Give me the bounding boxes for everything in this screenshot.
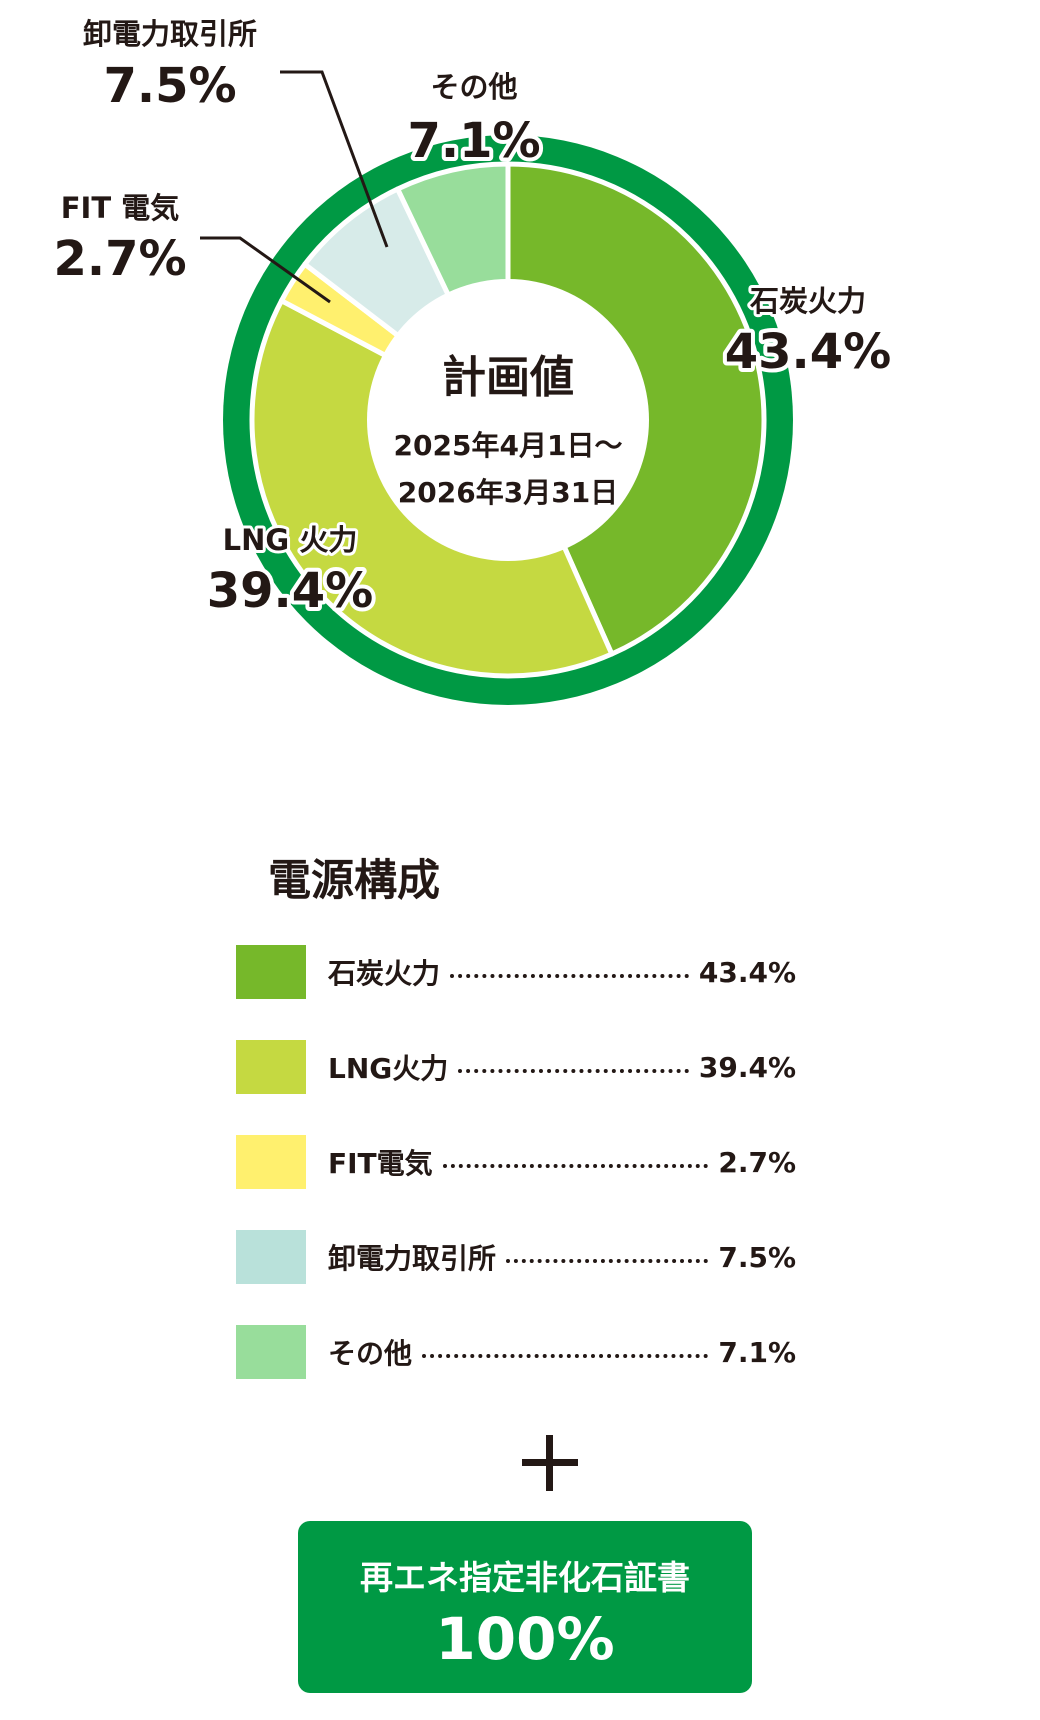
certificate-name: 再エネ指定非化石証書 xyxy=(360,1558,690,1597)
slice-label-value-coal: 43.4% xyxy=(725,324,892,380)
legend-item-value: 7.5% xyxy=(718,1240,796,1274)
slice-label-value-wholesale: 7.5% xyxy=(103,58,236,114)
legend-item-name: その他 xyxy=(328,1337,413,1370)
slice-label-value-fit: 2.7% xyxy=(53,231,186,287)
legend-swatch-other xyxy=(236,1325,306,1379)
center-title: 計画値 xyxy=(442,352,574,403)
legend-title: 電源構成 xyxy=(268,856,440,906)
donut-chart: 石炭火力 43.4% LNG 火力 39.4% FIT 電気 2.7% 卸電力取… xyxy=(49,14,895,705)
legend: 石炭火力 43.4% LNG火力 39.4% FIT電気 2.7% 卸電力取引所… xyxy=(236,945,796,1420)
slice-label-name-fit: FIT 電気 xyxy=(61,191,179,225)
legend-item: その他 7.1% xyxy=(236,1325,796,1379)
slice-label-name-lng: LNG 火力 xyxy=(223,523,358,557)
center-period-start: 2025年4月1日～ xyxy=(394,429,623,462)
donut-hole xyxy=(367,279,649,561)
legend-swatch-coal xyxy=(236,945,306,999)
legend-item-name: LNG火力 xyxy=(328,1052,449,1085)
legend-item: 石炭火力 43.4% xyxy=(236,945,796,999)
legend-item-name: 卸電力取引所 xyxy=(328,1242,497,1275)
certificate-value: 100% xyxy=(435,1605,615,1673)
leader-dots xyxy=(442,1164,709,1168)
center-period-end: 2026年3月31日 xyxy=(398,476,618,509)
leader-line-wholesale xyxy=(280,70,389,248)
leader-line-fit xyxy=(200,236,331,304)
legend-item: LNG火力 39.4% xyxy=(236,1040,796,1094)
legend-item: 卸電力取引所 7.5% xyxy=(236,1230,796,1284)
legend-item-name: 石炭火力 xyxy=(328,957,441,990)
leader-dots xyxy=(506,1259,709,1263)
leader-dots xyxy=(450,974,689,978)
plus-icon xyxy=(522,1435,578,1491)
legend-item-value: 39.4% xyxy=(698,1050,796,1084)
leader-dots xyxy=(422,1354,709,1358)
slice-label-name-other: その他 xyxy=(430,70,517,104)
slice-label-value-other: 7.1% xyxy=(407,113,540,169)
legend-item: FIT電気 2.7% xyxy=(236,1135,796,1189)
slice-label-name-wholesale: 卸電力取引所 xyxy=(83,17,257,51)
legend-item-value: 43.4% xyxy=(698,955,796,989)
legend-swatch-fit xyxy=(236,1135,306,1189)
legend-swatch-lng xyxy=(236,1040,306,1094)
legend-item-value: 2.7% xyxy=(718,1145,796,1179)
slice-label-value-lng: 39.4% xyxy=(207,563,374,619)
slice-label-name-coal: 石炭火力 xyxy=(749,284,866,318)
legend-item-value: 7.1% xyxy=(718,1335,796,1369)
certificate-badge: 再エネ指定非化石証書 100% xyxy=(298,1521,752,1693)
legend-swatch-wholesale xyxy=(236,1230,306,1284)
legend-item-name: FIT電気 xyxy=(328,1147,433,1180)
leader-dots xyxy=(458,1069,689,1073)
